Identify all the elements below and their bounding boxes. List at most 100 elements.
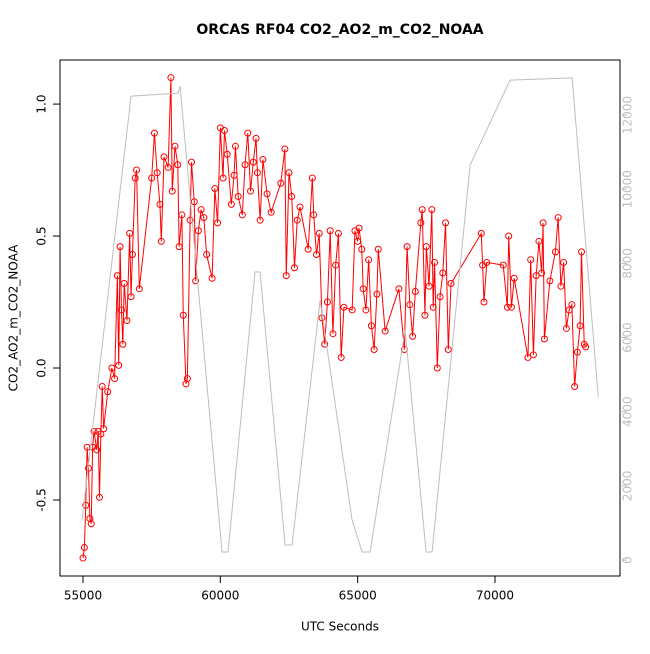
data-point	[259, 156, 267, 164]
data-point	[203, 251, 211, 259]
y2-tick-label: 8000	[621, 248, 635, 279]
data-point	[263, 190, 271, 198]
data-point	[532, 272, 540, 280]
data-point	[499, 261, 507, 269]
data-point	[395, 285, 403, 293]
data-point	[582, 343, 590, 351]
data-point	[115, 361, 123, 369]
data-point	[95, 493, 103, 501]
data-point	[571, 382, 579, 390]
data-point	[321, 340, 329, 348]
data-point	[113, 272, 121, 280]
data-point	[220, 126, 228, 134]
data-point	[187, 158, 195, 166]
data-point	[174, 161, 182, 169]
data-point	[190, 198, 198, 206]
y-axis-label: CO2_AO2_m_CO2_NOAA	[7, 244, 21, 391]
data-point	[373, 290, 381, 298]
data-point	[249, 158, 257, 166]
data-point	[433, 364, 441, 372]
data-point	[80, 543, 88, 551]
data-point	[557, 282, 565, 290]
data-point	[231, 142, 239, 150]
data-point	[304, 245, 312, 253]
data-point	[425, 282, 433, 290]
data-point	[223, 150, 231, 158]
y2-tick-label: 6000	[621, 322, 635, 353]
data-point	[411, 287, 419, 295]
data-point	[367, 322, 375, 330]
data-point	[326, 227, 334, 235]
data-point	[108, 364, 116, 372]
data-point	[554, 214, 562, 222]
data-point	[241, 161, 249, 169]
data-point	[436, 293, 444, 301]
data-point	[186, 216, 194, 224]
data-point	[362, 306, 370, 314]
data-point	[417, 219, 425, 227]
data-point	[540, 335, 548, 343]
data-point	[200, 214, 208, 222]
y2-tick-label: 4000	[621, 396, 635, 427]
data-point	[551, 248, 559, 256]
data-point	[178, 211, 186, 219]
data-point	[153, 169, 161, 177]
data-point	[444, 346, 452, 354]
data-point	[171, 142, 179, 150]
data-point	[247, 187, 255, 195]
data-point	[421, 311, 429, 319]
y-tick-label: 0.0	[35, 358, 49, 377]
data-point	[219, 174, 227, 182]
data-point	[97, 430, 105, 438]
data-point	[87, 520, 95, 528]
data-point	[192, 277, 200, 285]
data-point	[281, 145, 289, 153]
data-point	[296, 203, 304, 211]
data-point	[374, 245, 382, 253]
data-point	[214, 219, 222, 227]
data-point	[332, 261, 340, 269]
data-point	[252, 134, 260, 142]
data-point	[527, 256, 535, 264]
data-point	[256, 216, 264, 224]
data-point	[164, 163, 172, 171]
data-point	[381, 327, 389, 335]
data-point	[370, 346, 378, 354]
data-point	[117, 306, 125, 314]
data-point	[123, 317, 131, 325]
data-point	[315, 229, 323, 237]
data-point	[329, 330, 337, 338]
data-point	[538, 269, 546, 277]
data-point	[510, 274, 518, 282]
data-point	[288, 192, 296, 200]
data-point	[167, 74, 175, 82]
data-point	[418, 206, 426, 214]
data-point	[82, 501, 90, 509]
chart-title: ORCAS RF04 CO2_AO2_m_CO2_NOAA	[196, 22, 483, 38]
data-point	[505, 232, 513, 240]
data-point	[348, 306, 356, 314]
data-point	[119, 340, 127, 348]
data-point	[308, 174, 316, 182]
data-point	[208, 274, 216, 282]
data-point	[285, 169, 293, 177]
data-point	[573, 348, 581, 356]
x-axis-label: UTC Seconds	[301, 620, 379, 634]
data-point	[150, 129, 158, 137]
data-point	[334, 229, 342, 237]
data-point	[211, 185, 219, 193]
data-point	[312, 251, 320, 259]
data-point	[546, 277, 554, 285]
data-point	[337, 353, 345, 361]
data-point	[429, 303, 437, 311]
data-point	[253, 169, 261, 177]
data-point	[483, 258, 491, 266]
data-point	[93, 446, 101, 454]
data-point	[238, 211, 246, 219]
data-point	[409, 332, 417, 340]
data-point	[156, 200, 164, 208]
data-point	[131, 174, 139, 182]
data-point	[90, 427, 98, 435]
